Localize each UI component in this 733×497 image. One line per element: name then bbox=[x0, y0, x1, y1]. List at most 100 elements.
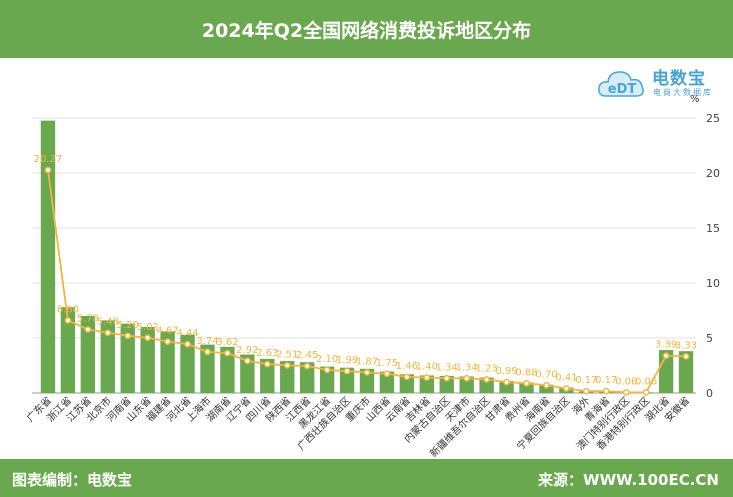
bar bbox=[60, 307, 76, 393]
line-point bbox=[363, 369, 371, 376]
line-point bbox=[303, 362, 311, 370]
bar bbox=[339, 367, 355, 393]
line-point bbox=[622, 388, 630, 396]
y-tick-label: 15 bbox=[706, 222, 720, 235]
bar bbox=[260, 358, 275, 393]
y-tick-label: 20 bbox=[706, 167, 720, 180]
bar bbox=[160, 331, 175, 393]
y-tick-label: 10 bbox=[706, 277, 720, 290]
data-label: 5.20 bbox=[117, 320, 139, 331]
line-point bbox=[144, 334, 152, 342]
data-label: 2.51 bbox=[276, 349, 298, 360]
data-label: 3.74 bbox=[196, 336, 218, 347]
data-label: 1.87 bbox=[356, 356, 378, 367]
line-point bbox=[483, 376, 490, 383]
data-label: 0.06 bbox=[635, 376, 657, 387]
line-point bbox=[463, 374, 471, 382]
data-label: 2.45 bbox=[296, 350, 318, 361]
data-label: 20.27 bbox=[34, 154, 63, 165]
line-point bbox=[283, 362, 291, 369]
line-point bbox=[224, 349, 231, 357]
y-axis-unit: % bbox=[690, 94, 700, 105]
data-label: 3.39 bbox=[655, 340, 677, 351]
bar bbox=[439, 375, 454, 393]
line-point bbox=[443, 374, 451, 382]
line-point bbox=[563, 385, 570, 392]
y-tick-label: 0 bbox=[706, 387, 713, 400]
line-point bbox=[184, 340, 191, 348]
line-point bbox=[84, 326, 92, 333]
data-label: 6.60 bbox=[57, 304, 79, 315]
bar bbox=[40, 120, 56, 393]
data-label: 0.88 bbox=[515, 367, 537, 378]
bar bbox=[379, 371, 395, 393]
data-label: 4.67 bbox=[156, 326, 178, 337]
chart-title: 2024年Q2全国网络消费投诉地区分布 bbox=[0, 0, 733, 58]
bar bbox=[240, 354, 255, 393]
data-label: 1.34 bbox=[456, 362, 478, 373]
bar bbox=[80, 316, 96, 393]
line-point bbox=[662, 352, 670, 360]
bar-line-chart: 20.27 6.605.785.485.205.024.674.443.743.6… bbox=[24, 94, 720, 459]
line-point bbox=[383, 370, 391, 378]
bar bbox=[120, 323, 135, 393]
data-label: 2.63 bbox=[256, 348, 278, 359]
bar bbox=[479, 377, 494, 393]
bar bbox=[419, 375, 434, 393]
data-label: 3.62 bbox=[216, 337, 238, 348]
line-point bbox=[64, 317, 72, 324]
data-label: 0.17 bbox=[595, 375, 617, 386]
data-label: 0.41 bbox=[555, 372, 577, 383]
data-label: 2.92 bbox=[236, 345, 258, 356]
cloud-logo-icon: eDT bbox=[598, 71, 644, 97]
bar bbox=[519, 382, 534, 393]
line-point bbox=[423, 374, 431, 381]
data-label: 0.06 bbox=[615, 376, 637, 387]
data-label: 2.10 bbox=[316, 354, 338, 365]
data-label: 1.46 bbox=[396, 361, 418, 372]
line-point bbox=[523, 379, 530, 387]
bar bbox=[399, 374, 415, 393]
data-label: 1.34 bbox=[436, 362, 458, 373]
bar bbox=[319, 366, 335, 393]
data-label: 1.23 bbox=[476, 363, 498, 374]
bar bbox=[459, 376, 474, 393]
bar bbox=[220, 346, 235, 393]
y-tick-label: 5 bbox=[706, 332, 713, 345]
line-point bbox=[642, 388, 650, 396]
data-label: 1.40 bbox=[416, 362, 438, 373]
data-label: 3.33 bbox=[675, 340, 697, 351]
line-point bbox=[503, 378, 510, 386]
line-point bbox=[403, 373, 411, 381]
data-label: 5.78 bbox=[77, 313, 99, 324]
bar bbox=[539, 384, 554, 393]
line-point bbox=[104, 329, 112, 337]
data-label: 5.48 bbox=[97, 317, 119, 328]
data-label: 4.44 bbox=[176, 328, 198, 339]
line-point bbox=[343, 367, 351, 375]
data-label: 5.02 bbox=[137, 322, 159, 333]
logo: eDT 电数宝 电商大数据库 bbox=[596, 60, 726, 104]
footer-source: 来源：WWW.100EC.CN bbox=[538, 471, 719, 489]
bar bbox=[140, 327, 155, 393]
line-point bbox=[244, 357, 251, 365]
data-label: 1.99 bbox=[336, 355, 358, 366]
line-point bbox=[44, 166, 52, 174]
footer-credit: 图表编制：电数宝 bbox=[12, 471, 133, 489]
bar bbox=[300, 362, 315, 393]
line-point bbox=[204, 348, 211, 356]
logo-name: 电数宝 bbox=[652, 69, 706, 89]
footer-bar: 图表编制：电数宝 来源：WWW.100EC.CN bbox=[0, 459, 733, 497]
line-point bbox=[323, 366, 331, 374]
line-point bbox=[682, 353, 690, 360]
line-point bbox=[582, 387, 590, 395]
logo-subtitle: 电商大数据库 bbox=[653, 88, 713, 97]
line-point bbox=[124, 332, 132, 340]
bar bbox=[180, 334, 195, 393]
data-label: 1.75 bbox=[376, 358, 398, 369]
line-point bbox=[263, 360, 271, 368]
data-label: 0.99 bbox=[495, 366, 517, 377]
bar bbox=[100, 320, 115, 393]
line-point bbox=[543, 381, 550, 389]
data-label: 0.17 bbox=[575, 375, 597, 386]
